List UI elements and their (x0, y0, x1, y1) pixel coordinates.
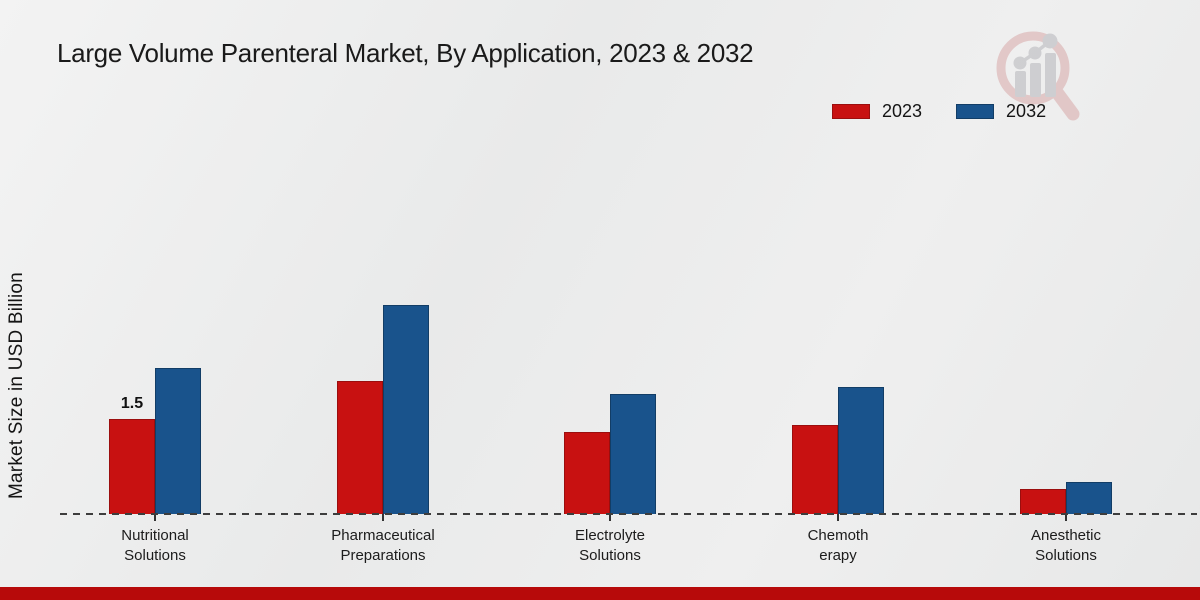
x-axis-label-anesthetic-solutions: Anesthetic Solutions (1030, 527, 1102, 565)
x-axis-tick (609, 512, 611, 521)
magnifier-bar-chart-logo-icon (993, 28, 1081, 129)
legend: 2023 2032 (832, 101, 1046, 122)
x-axis-tick (382, 512, 384, 521)
x-axis-tick (154, 512, 156, 521)
bar-2032-nutritional-solutions (155, 368, 201, 514)
chart-title: Large Volume Parenteral Market, By Appli… (57, 38, 754, 68)
legend-item-2023: 2023 (832, 101, 922, 122)
bar-2023-pharmaceutical-preparations (337, 381, 383, 514)
bar-2023-nutritional-solutions (109, 419, 155, 514)
legend-label-2032: 2032 (1006, 101, 1047, 121)
x-axis-label-chemotherapy: Chemoth erapy (807, 527, 869, 565)
x-axis-label-pharmaceutical-preparations: Pharmaceutical Preparations (331, 527, 435, 565)
bar-2032-anesthetic-solutions (1066, 482, 1112, 514)
x-axis-label-nutritional-solutions: Nutritional Solutions (121, 527, 189, 565)
bar-2023-chemotherapy (792, 425, 838, 514)
legend-swatch-2023 (832, 104, 870, 119)
legend-swatch-2032 (956, 104, 995, 119)
x-axis-tick (837, 512, 839, 521)
bar-value-label: 1.5 (120, 395, 144, 412)
x-axis-label-electrolyte-solutions: Electrolyte Solutions (574, 527, 646, 565)
bar-2032-electrolyte-solutions (610, 394, 656, 514)
bar-2032-pharmaceutical-preparations (383, 305, 429, 514)
legend-item-2032: 2032 (956, 101, 1046, 122)
bar-2023-electrolyte-solutions (564, 432, 610, 514)
bar-2032-chemotherapy (838, 387, 884, 514)
x-axis-baseline (60, 513, 1197, 515)
footer-band (0, 587, 1200, 600)
x-axis-tick (1065, 512, 1067, 521)
legend-label-2023: 2023 (882, 101, 923, 121)
bar-2023-anesthetic-solutions (1020, 489, 1066, 514)
